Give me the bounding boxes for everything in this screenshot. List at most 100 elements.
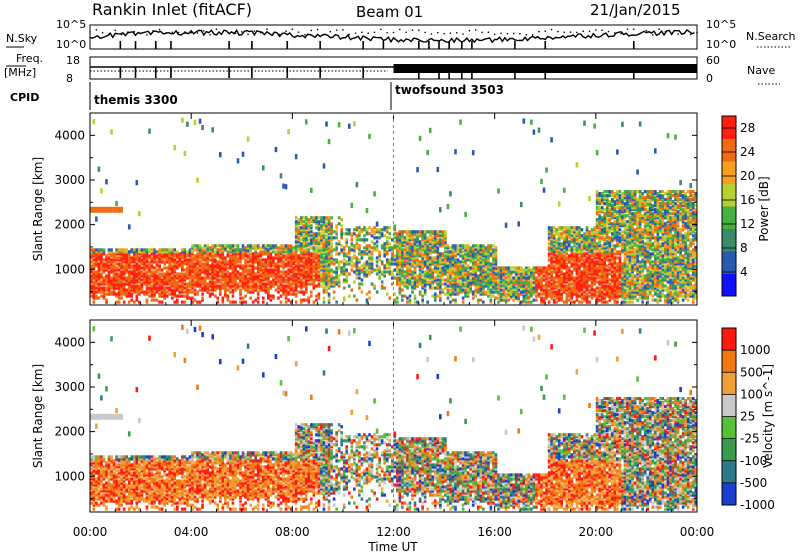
power-cell <box>608 230 612 234</box>
power-cell <box>269 262 273 266</box>
power-cell <box>568 276 571 280</box>
power-cell <box>565 246 569 250</box>
power-cell <box>439 268 442 272</box>
power-cell <box>122 270 126 274</box>
power-cell <box>236 246 240 250</box>
power-cell <box>92 292 96 296</box>
nsearch-point <box>171 31 173 34</box>
nsearch-point <box>449 32 452 34</box>
power-cell <box>90 278 93 282</box>
power-cell <box>249 252 252 256</box>
power-cell <box>600 222 604 226</box>
power-cell <box>623 296 627 300</box>
power-cell <box>398 272 402 276</box>
power-cell <box>454 268 457 272</box>
power-cell <box>143 266 146 270</box>
power-cell <box>241 300 245 304</box>
power-cell <box>484 262 488 266</box>
power-cell <box>545 290 548 294</box>
power-cell <box>254 246 257 250</box>
power-cell <box>570 278 574 282</box>
power-cell <box>302 290 306 294</box>
nsearch-point <box>146 34 148 36</box>
power-cell <box>221 260 225 264</box>
power-cell <box>158 282 161 286</box>
power-cell <box>413 294 417 298</box>
power-cell <box>378 274 381 278</box>
power-cell <box>110 266 113 270</box>
power-cell <box>401 254 404 258</box>
power-cell <box>264 266 268 270</box>
power-cell <box>206 254 209 258</box>
power-cell <box>267 288 270 292</box>
power-cell <box>307 270 311 274</box>
power-cell <box>504 284 508 288</box>
power-cell <box>320 272 323 276</box>
power-cell <box>578 300 581 304</box>
power-cell <box>105 280 108 284</box>
power-cell <box>375 230 379 234</box>
power-cell <box>355 182 359 188</box>
power-cell <box>600 274 604 278</box>
power-cell <box>198 276 202 280</box>
nsearch-point <box>670 33 673 35</box>
power-cell <box>117 290 121 294</box>
power-cell <box>211 274 214 278</box>
power-cell <box>583 290 586 294</box>
power-cell <box>363 246 366 250</box>
power-cell <box>421 260 424 264</box>
power-cell <box>277 264 280 268</box>
power-cell <box>148 268 151 272</box>
power-cell <box>492 260 495 264</box>
power-cell <box>246 256 250 260</box>
power-cell <box>502 270 505 274</box>
power-cell <box>170 260 174 264</box>
power-cell <box>337 260 341 264</box>
power-cell <box>487 286 490 290</box>
power-cell <box>573 232 576 236</box>
power-cell <box>578 264 581 268</box>
power-cell <box>479 280 483 284</box>
power-cell <box>193 270 197 274</box>
power-cell <box>585 270 589 274</box>
power-cell <box>585 292 589 296</box>
power-cell <box>277 268 280 272</box>
power-cell <box>476 290 480 294</box>
power-cell <box>621 294 624 298</box>
power-cell <box>127 274 131 278</box>
power-cell <box>570 274 574 278</box>
power-cell <box>380 232 384 236</box>
power-cell <box>598 192 601 196</box>
power-cell <box>555 300 558 304</box>
power-cell <box>573 234 576 238</box>
power-cell <box>363 226 366 230</box>
power-cell <box>605 234 609 238</box>
power-cell <box>562 290 566 294</box>
power-cell <box>461 296 465 300</box>
power-cell <box>393 240 397 244</box>
power-cell <box>105 264 108 268</box>
power-cell <box>259 268 263 272</box>
power-cell <box>451 246 455 250</box>
power-cell <box>603 274 607 278</box>
power-cell <box>456 264 460 268</box>
power-cell <box>585 228 589 232</box>
power-cell <box>211 270 214 274</box>
power-cell <box>358 258 361 262</box>
power-cell <box>406 234 409 238</box>
power-cell <box>292 288 295 292</box>
power-cell <box>403 256 407 260</box>
power-cell <box>509 286 513 290</box>
power-cell <box>158 292 161 296</box>
power-cell <box>127 262 131 266</box>
power-cell <box>401 256 404 260</box>
power-cell <box>360 254 364 258</box>
power-cell <box>213 264 217 268</box>
power-cell <box>502 290 505 294</box>
power-cell <box>585 258 589 262</box>
power-cell <box>585 294 589 298</box>
power-cell <box>208 288 212 292</box>
power-cell <box>206 264 209 268</box>
power-cell <box>297 248 300 252</box>
power-cell <box>224 274 227 278</box>
